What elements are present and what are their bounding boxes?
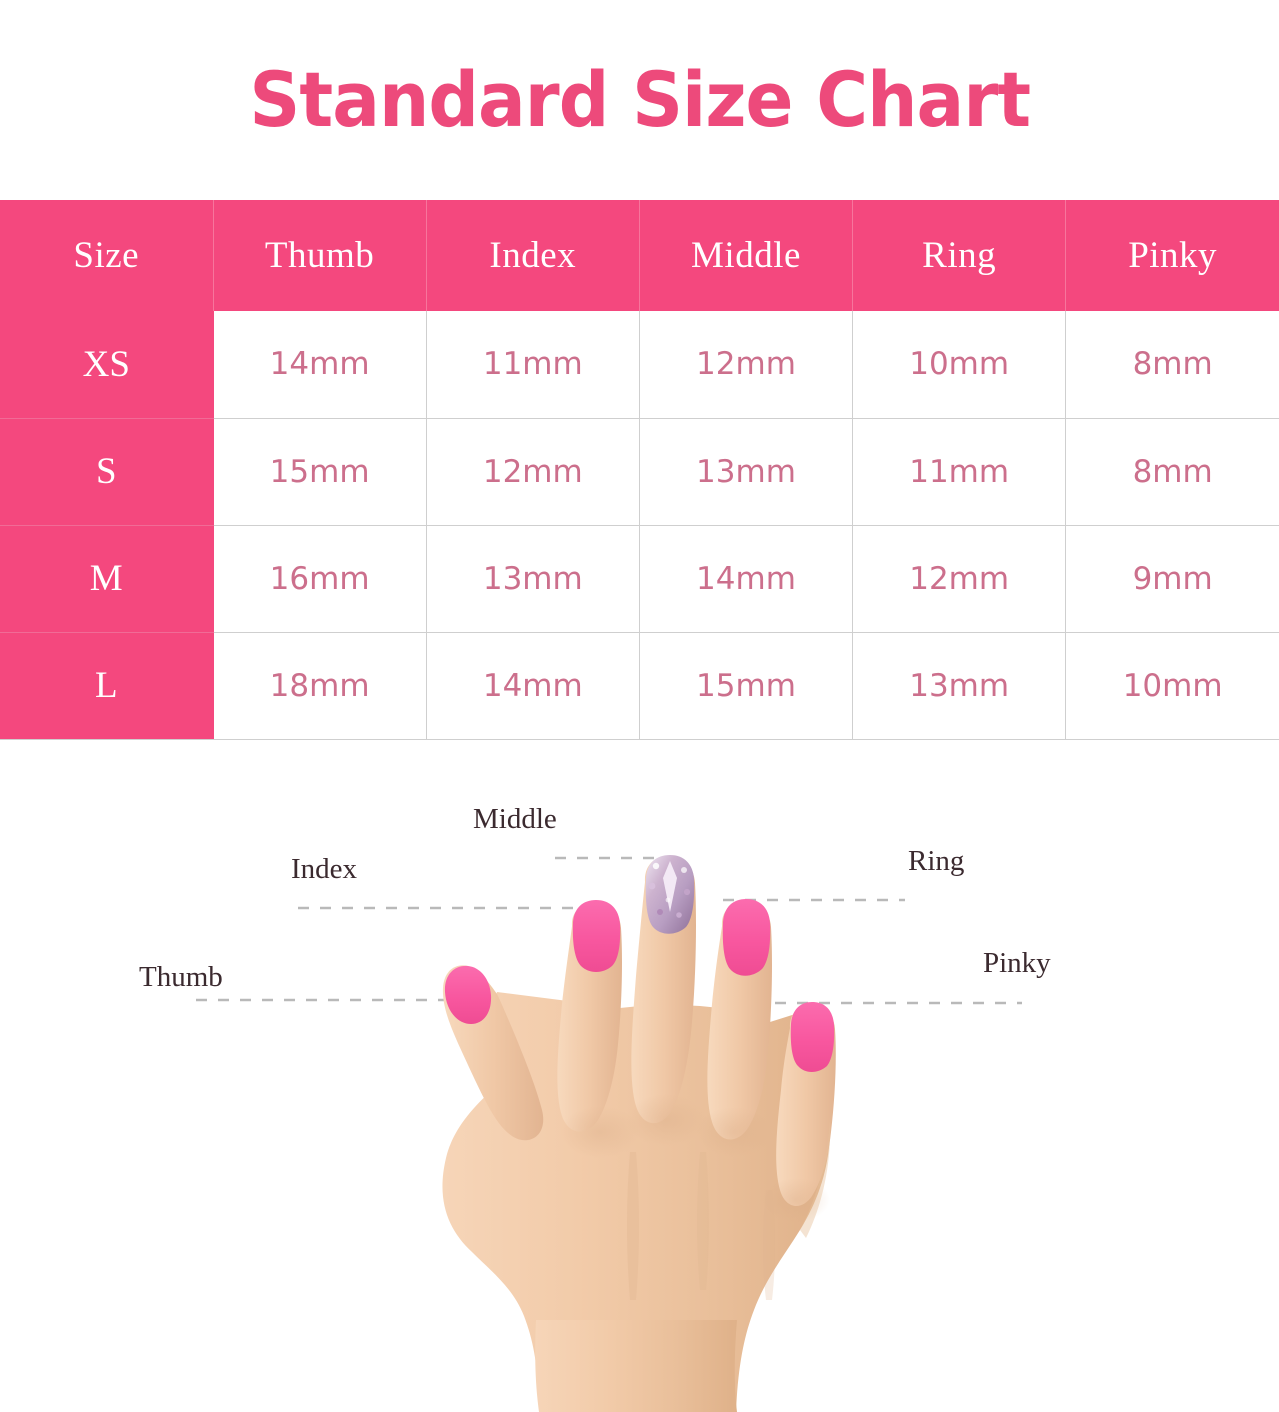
column-header-index: Index: [426, 200, 640, 311]
cell-size-l: L: [0, 632, 214, 740]
label-index: Index: [291, 853, 358, 885]
label-thumb: Thumb: [139, 961, 223, 993]
cell-size-m: M: [0, 525, 214, 633]
nail-gem-sparkles: [648, 861, 691, 918]
cell-middle-xs: 12mm: [639, 311, 854, 419]
page-title-container: Standard Size Chart: [0, 0, 1279, 200]
cell-ring-xs: 10mm: [852, 311, 1067, 419]
cell-index-m: 13mm: [426, 525, 640, 633]
cell-pinky-s: 8mm: [1065, 418, 1279, 526]
table-row: XS 14mm 11mm 12mm 10mm 8mm: [0, 311, 1279, 419]
cell-index-xs: 11mm: [426, 311, 640, 419]
table-row: L 18mm 14mm 15mm 13mm 10mm: [0, 632, 1279, 740]
cell-thumb-xs: 14mm: [213, 311, 427, 419]
cell-middle-s: 13mm: [639, 418, 854, 526]
column-header-middle: Middle: [639, 200, 854, 311]
label-ring: Ring: [908, 845, 964, 877]
page-title: Standard Size Chart: [249, 55, 1031, 144]
cell-pinky-xs: 8mm: [1065, 311, 1279, 419]
column-header-size: Size: [0, 200, 214, 311]
table-header: Size Thumb Index Middle Ring Pinky: [0, 200, 1279, 311]
table-body: XS 14mm 11mm 12mm 10mm 8mm S 15mm 12mm 1…: [0, 311, 1279, 740]
column-header-ring: Ring: [852, 200, 1067, 311]
cell-index-l: 14mm: [426, 632, 640, 740]
label-middle: Middle: [473, 803, 557, 835]
nail-pinky: [790, 1002, 835, 1072]
cell-size-s: S: [0, 418, 214, 526]
nail-thumb: [444, 965, 492, 1024]
cell-thumb-s: 15mm: [213, 418, 427, 526]
nail-index: [572, 900, 621, 972]
nail-ring: [722, 899, 771, 976]
cell-ring-s: 11mm: [852, 418, 1067, 526]
cell-pinky-l: 10mm: [1065, 632, 1279, 740]
table-row: S 15mm 12mm 13mm 11mm 8mm: [0, 418, 1279, 526]
cell-index-s: 12mm: [426, 418, 640, 526]
size-chart-table: Size Thumb Index Middle Ring Pinky XS 14…: [0, 200, 1279, 740]
hand-diagram: Middle Index Ring Thumb Pinky: [0, 760, 1279, 1412]
cell-thumb-m: 16mm: [213, 525, 427, 633]
cell-ring-m: 12mm: [852, 525, 1067, 633]
cell-size-xs: XS: [0, 311, 214, 419]
table-header-row: Size Thumb Index Middle Ring Pinky: [0, 200, 1279, 311]
cell-pinky-m: 9mm: [1065, 525, 1279, 633]
hand-wrist: [535, 1320, 737, 1412]
column-header-thumb: Thumb: [213, 200, 427, 311]
table-row: M 16mm 13mm 14mm 12mm 9mm: [0, 525, 1279, 633]
hand-illustration: [442, 855, 836, 1412]
cell-middle-l: 15mm: [639, 632, 854, 740]
label-pinky: Pinky: [983, 947, 1051, 979]
cell-ring-l: 13mm: [852, 632, 1067, 740]
column-header-pinky: Pinky: [1065, 200, 1279, 311]
hand-shading: [560, 1094, 831, 1300]
cell-middle-m: 14mm: [639, 525, 854, 633]
cell-thumb-l: 18mm: [213, 632, 427, 740]
